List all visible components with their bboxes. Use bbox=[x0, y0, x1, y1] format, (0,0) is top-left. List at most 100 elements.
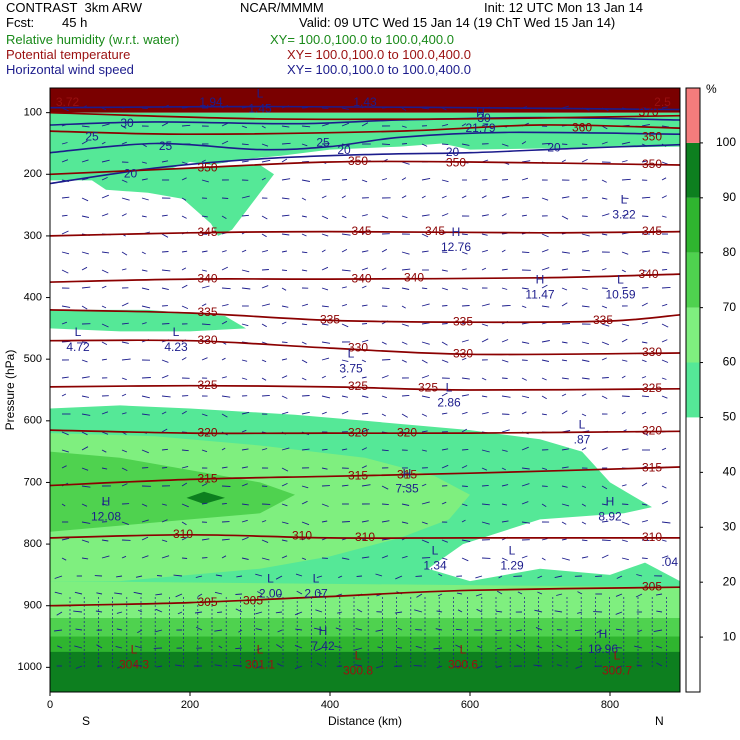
wind-vector bbox=[521, 483, 530, 487]
wind-vector bbox=[401, 394, 410, 397]
wind-vector bbox=[641, 123, 650, 127]
wind-vector bbox=[73, 610, 83, 613]
wind-vector bbox=[261, 394, 270, 397]
wind-vector bbox=[496, 590, 503, 595]
wind-vector bbox=[561, 538, 567, 541]
wind-vector bbox=[235, 608, 243, 613]
wind-vector bbox=[201, 323, 211, 326]
wind-vector bbox=[141, 197, 149, 201]
wind-vector bbox=[316, 575, 323, 579]
wind-vector bbox=[161, 160, 169, 163]
wind-vector bbox=[181, 482, 188, 487]
wind-vector bbox=[415, 645, 423, 649]
wind-vector bbox=[441, 501, 447, 505]
wind-vector bbox=[81, 395, 89, 398]
wind-label: 20 bbox=[547, 141, 561, 155]
wind-vector bbox=[101, 411, 109, 415]
wind-vector bbox=[81, 557, 89, 560]
wind-label: 30 bbox=[477, 111, 491, 125]
theta-isoline-310 bbox=[50, 533, 680, 539]
wind-vector bbox=[561, 410, 568, 415]
wind-vector bbox=[475, 593, 483, 597]
wind-vector bbox=[81, 159, 89, 163]
wind-vector bbox=[201, 303, 207, 307]
extremum-value: 10.96 bbox=[588, 642, 618, 656]
wind-vector bbox=[481, 377, 487, 381]
extremum-value: 301.1 bbox=[245, 657, 275, 671]
extremum-mark: L bbox=[131, 642, 138, 656]
theta-label: 335 bbox=[453, 314, 473, 328]
wind-vector bbox=[101, 123, 110, 127]
wind-vector bbox=[201, 159, 206, 163]
wind-label: 25 bbox=[85, 129, 99, 143]
extremum-value: 11.47 bbox=[525, 287, 554, 301]
wind-vector bbox=[461, 357, 467, 361]
wind-vector bbox=[381, 143, 391, 146]
theta-label: 315 bbox=[642, 460, 662, 474]
theta-isoline-325 bbox=[50, 384, 680, 391]
colorbar-tick-label: 20 bbox=[723, 574, 737, 588]
extremum-value: 1.45 bbox=[248, 101, 272, 115]
colorbar-bin bbox=[686, 362, 700, 418]
wind-vector bbox=[541, 267, 550, 271]
wind-vector bbox=[461, 123, 467, 127]
wind-vector bbox=[161, 411, 167, 415]
wind-vector bbox=[401, 341, 408, 345]
wind-vector bbox=[116, 575, 123, 578]
wind-vector bbox=[441, 179, 449, 183]
wind-vector bbox=[201, 538, 210, 541]
wind-vector bbox=[321, 520, 328, 523]
colorbar: 10 20 30 40 50 60 70 80 90 100 bbox=[685, 87, 737, 693]
wind-vector bbox=[461, 519, 466, 523]
wind-vector bbox=[496, 629, 503, 632]
wind-vector bbox=[114, 592, 123, 595]
wind-vector bbox=[341, 107, 349, 110]
wind-vector bbox=[241, 557, 249, 560]
wind-vector bbox=[381, 267, 387, 271]
extremum-mark: H bbox=[606, 494, 615, 508]
theta-label: 350 bbox=[197, 160, 217, 174]
wind-vector bbox=[461, 195, 467, 199]
wind-vector bbox=[61, 537, 70, 541]
wind-vector bbox=[81, 286, 91, 289]
wind-vector bbox=[135, 575, 143, 578]
wind-vector bbox=[261, 520, 267, 523]
wind-label: 25 bbox=[316, 136, 330, 150]
wind-vector bbox=[541, 233, 549, 238]
wind-vector bbox=[181, 267, 187, 271]
wind-vector bbox=[161, 555, 170, 559]
wind-vector bbox=[561, 251, 570, 254]
rh-region-90 bbox=[186, 491, 225, 504]
wind-vector bbox=[601, 323, 610, 327]
wind-vector bbox=[321, 448, 328, 451]
wind-vector bbox=[301, 395, 310, 397]
wind-vector bbox=[155, 608, 163, 613]
wind-vector bbox=[354, 647, 363, 651]
wind-vector bbox=[401, 177, 407, 181]
edge-label: .04 bbox=[661, 555, 678, 569]
wind-vector bbox=[577, 647, 583, 650]
wind-vector bbox=[601, 485, 608, 490]
wind-vector bbox=[238, 629, 243, 633]
wind-vector bbox=[181, 357, 187, 361]
wind-vector bbox=[601, 357, 607, 361]
wind-vector bbox=[561, 159, 567, 163]
wind-vector bbox=[321, 233, 329, 237]
wind-vector bbox=[241, 269, 250, 273]
wind-vector bbox=[581, 341, 590, 345]
wind-vector bbox=[181, 284, 188, 289]
wind-vector bbox=[381, 178, 388, 181]
wind-vector bbox=[301, 557, 307, 561]
wind-vector bbox=[401, 521, 409, 524]
wind-vector bbox=[161, 251, 169, 253]
x-tick-label: 200 bbox=[181, 699, 199, 711]
wind-vector bbox=[281, 233, 290, 236]
wind-vector bbox=[75, 665, 83, 669]
wind-vector bbox=[116, 611, 123, 614]
wind-vector bbox=[621, 521, 630, 526]
wind-vector bbox=[95, 610, 103, 613]
wind-vector bbox=[194, 611, 203, 614]
wind-vector bbox=[81, 413, 91, 416]
wind-vector bbox=[641, 503, 648, 506]
wind-vector bbox=[401, 287, 410, 290]
